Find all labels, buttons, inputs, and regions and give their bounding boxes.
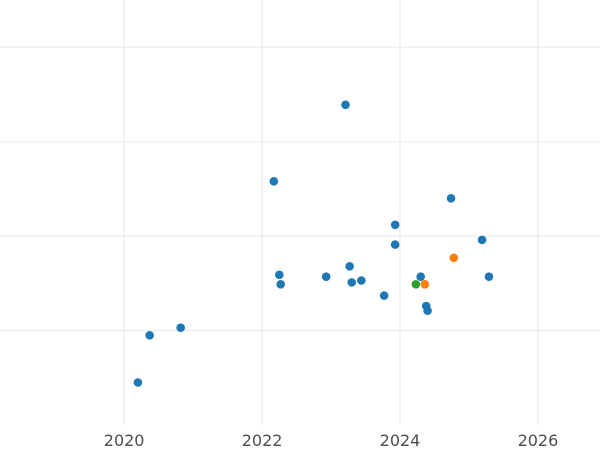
scatter-point — [145, 330, 154, 340]
grid-layer — [0, 0, 600, 425]
scatter-point — [176, 323, 185, 333]
x-tick-label: 2024 — [380, 431, 421, 450]
scatter-point — [416, 272, 425, 282]
scatter-point — [133, 378, 143, 387]
scatter-point — [341, 100, 350, 110]
scatter-point — [390, 220, 400, 230]
scatter-point — [390, 240, 400, 249]
scatter-point — [477, 235, 487, 245]
scatter-point — [345, 262, 354, 271]
scatter-point — [347, 278, 357, 287]
scatter-point — [357, 276, 366, 285]
scatter-point — [276, 279, 285, 289]
x-tick-label: 2022 — [242, 431, 283, 450]
scatter-point — [275, 270, 284, 280]
scatter-point — [379, 291, 389, 300]
scatter-point — [411, 279, 421, 289]
scatter-point — [423, 306, 432, 316]
x-axis-ticks: 2020 2022 2024 2026 — [104, 431, 559, 450]
scatter-point — [321, 272, 331, 282]
scatter-point — [484, 272, 494, 282]
scatter-point — [446, 194, 456, 203]
points-layer — [133, 100, 494, 387]
scatter-point — [269, 177, 279, 186]
scatter-point — [449, 253, 459, 263]
scatter-point — [420, 279, 430, 289]
x-tick-label: 2026 — [518, 431, 559, 450]
x-tick-label: 2020 — [104, 431, 145, 450]
